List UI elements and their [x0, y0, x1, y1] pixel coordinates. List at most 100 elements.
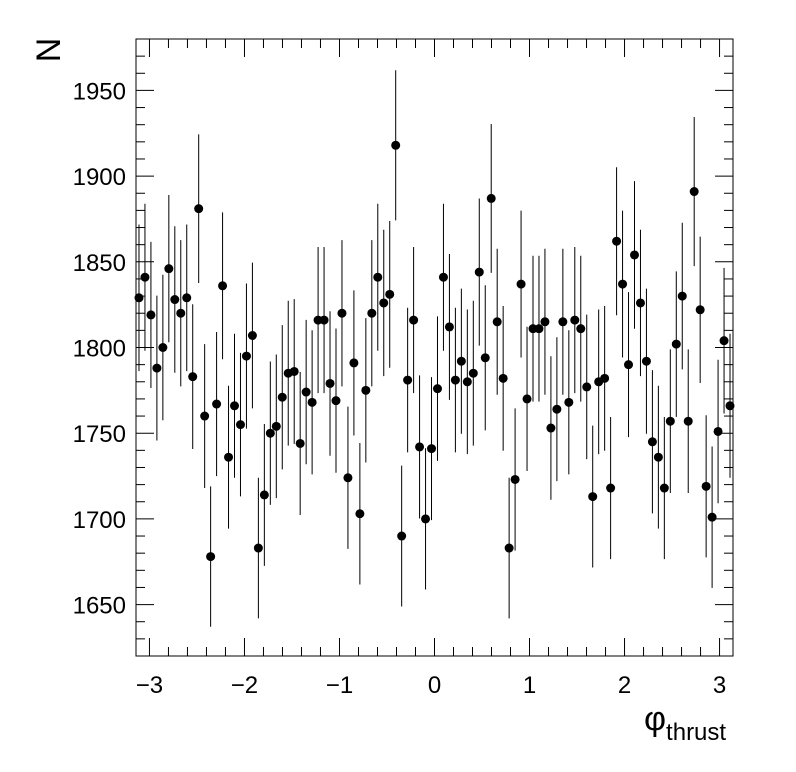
data-point: [331, 396, 341, 406]
data-point: [385, 289, 395, 299]
data-point: [510, 474, 520, 484]
data-point: [695, 305, 705, 315]
data-point: [164, 264, 174, 274]
x-tick-label: 2: [618, 672, 631, 699]
data-point: [247, 331, 257, 341]
data-point: [504, 543, 514, 553]
data-point: [259, 490, 269, 500]
data-point: [134, 293, 144, 303]
data-point: [540, 317, 550, 327]
data-point: [337, 308, 347, 318]
y-axis-title: N: [30, 38, 68, 63]
data-point: [170, 295, 180, 305]
data-point: [361, 385, 371, 395]
data-point: [146, 310, 156, 320]
x-axis-title-subscript: thrust: [666, 719, 726, 746]
x-tick-label: 1: [523, 672, 536, 699]
data-point: [635, 298, 645, 308]
data-point: [546, 423, 556, 433]
tick-labels: −3 −2 −1 0 1 2 3 1650 1700 1750 1800 1850 1900 1950: [73, 78, 727, 699]
data-point: [677, 291, 687, 301]
data-point: [707, 512, 717, 522]
data-point: [265, 428, 275, 438]
x-tick-label: −3: [136, 672, 163, 699]
data-point: [516, 279, 526, 289]
data-point: [719, 336, 729, 346]
data-point: [182, 293, 192, 303]
data-point: [343, 473, 353, 483]
data-point: [307, 397, 317, 407]
data-point: [355, 509, 365, 519]
x-axis-title: φthrust: [644, 700, 726, 746]
data-point: [689, 187, 699, 197]
data-point: [271, 421, 281, 431]
data-point: [367, 308, 377, 318]
data-point: [325, 378, 335, 388]
data-point: [558, 317, 568, 327]
data-point: [277, 392, 287, 402]
data-point: [498, 373, 508, 383]
y-tick-label: 1900: [73, 164, 126, 191]
data-point: [456, 356, 466, 366]
data-point: [319, 315, 329, 325]
data-point: [647, 437, 657, 447]
data-point: [474, 267, 484, 277]
data-point: [373, 272, 383, 282]
data-point: [486, 193, 496, 203]
x-tick-label: −2: [231, 672, 258, 699]
data-point: [618, 279, 628, 289]
data-point: [480, 353, 490, 363]
data-point: [725, 401, 735, 411]
data-point: [468, 368, 478, 378]
data-point: [612, 236, 622, 246]
data-point: [301, 387, 311, 397]
data-point: [241, 351, 251, 361]
y-tick-label: 1750: [73, 421, 126, 448]
data-point: [701, 481, 711, 491]
data-point: [552, 404, 562, 414]
data-point: [624, 360, 634, 370]
data-points: [134, 140, 735, 562]
data-point: [629, 250, 639, 260]
data-point: [534, 324, 544, 334]
data-point: [659, 483, 669, 493]
data-point: [415, 442, 425, 452]
data-point: [450, 375, 460, 385]
data-point: [224, 452, 234, 462]
data-point: [683, 416, 693, 426]
data-point: [570, 315, 580, 325]
data-point: [349, 358, 359, 368]
data-point: [218, 281, 228, 291]
data-point: [653, 452, 663, 462]
data-point: [289, 366, 299, 376]
data-point: [444, 322, 454, 332]
x-tick-label: −1: [326, 672, 353, 699]
data-point: [212, 399, 222, 409]
data-point: [403, 375, 413, 385]
data-point: [421, 514, 431, 524]
data-point: [409, 315, 419, 325]
data-point: [432, 384, 442, 394]
data-point: [188, 372, 198, 382]
data-point: [200, 411, 210, 421]
data-point: [462, 377, 472, 387]
axis-ticks: [136, 39, 733, 656]
data-point: [665, 416, 675, 426]
y-tick-label: 1950: [73, 78, 126, 105]
data-point: [295, 438, 305, 448]
data-point: [492, 317, 502, 327]
data-point: [158, 343, 168, 352]
data-point: [140, 272, 150, 282]
x-tick-label: 3: [713, 672, 726, 699]
data-point: [253, 543, 263, 553]
data-point: [606, 483, 616, 493]
plot-frame: [135, 38, 734, 657]
error-bars: [138, 70, 731, 627]
data-point: [427, 444, 437, 454]
data-point: [379, 298, 389, 308]
y-tick-label: 1800: [73, 336, 126, 363]
data-point: [194, 204, 204, 214]
data-point: [713, 426, 723, 436]
data-point: [588, 492, 598, 502]
